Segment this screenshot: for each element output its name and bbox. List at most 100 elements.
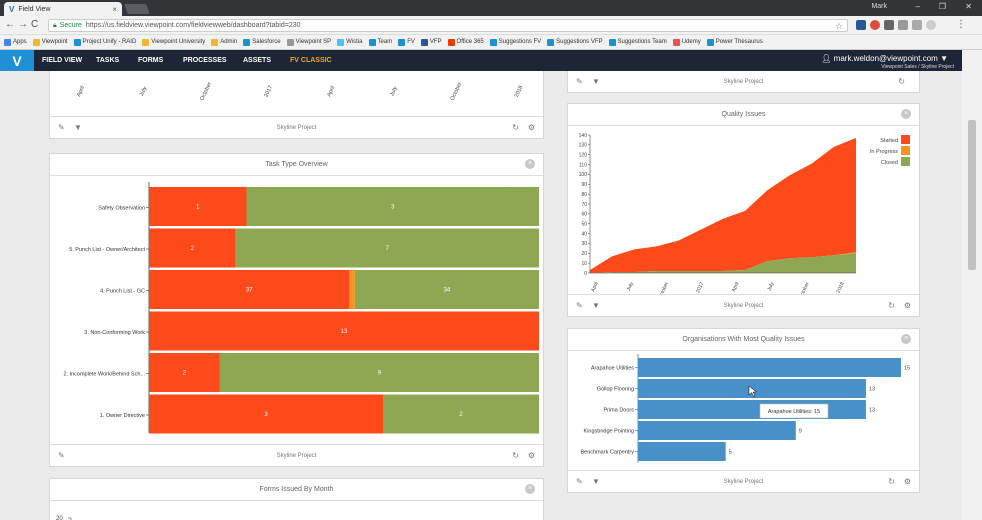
refresh-icon[interactable]: ↻ <box>888 301 895 310</box>
extension-icon[interactable] <box>898 20 908 30</box>
x-tick-label: 2017 <box>264 85 275 99</box>
bookmark-label: Udemy <box>681 39 701 45</box>
bar <box>638 358 901 377</box>
extension-icon[interactable] <box>912 20 922 30</box>
bookmark-label: Suggestions FV <box>498 39 542 45</box>
bookmark-item[interactable]: Team <box>368 38 392 46</box>
top-left-axis: April July October 2017 April July October 2018 <box>76 81 525 101</box>
browser-tab[interactable]: V Field View × <box>4 2 122 16</box>
window-close-icon[interactable]: ✕ <box>965 2 972 11</box>
nav-fv-classic[interactable]: FV CLASSIC <box>290 57 332 64</box>
tab-close-icon[interactable]: × <box>112 4 117 14</box>
browser-tab-bar: V Field View × Mark – ❐ ✕ <box>0 0 982 16</box>
panel-title-bar: Task Type Overview × <box>50 154 543 176</box>
bookmark-item[interactable]: Project Unify - RAID <box>73 38 136 46</box>
bookmark-item[interactable]: Power Thesaurus <box>706 38 763 46</box>
nav-tasks[interactable]: TASKS <box>96 57 120 64</box>
bookmark-icon <box>32 38 40 46</box>
bookmark-item[interactable]: Suggestions VFP <box>547 38 603 46</box>
close-icon[interactable]: × <box>525 484 535 494</box>
restore-icon[interactable]: ❐ <box>938 2 946 11</box>
nav-forms[interactable]: FORMS <box>138 57 164 64</box>
extension-icon[interactable] <box>926 20 936 30</box>
y-tick-label: 50 <box>581 222 587 228</box>
category-label: 2. Incomplete Work/Behind Sch... <box>63 372 145 378</box>
bookmark-icon <box>337 38 345 46</box>
bookmark-icon <box>447 38 455 46</box>
bookmark-label: Apps <box>13 39 27 45</box>
refresh-icon[interactable]: ↻ <box>898 77 905 86</box>
filter-icon[interactable]: ▼ <box>592 77 600 86</box>
nav-field-view[interactable]: FIELD VIEW <box>42 57 83 64</box>
bookmark-item[interactable]: Wistia <box>337 38 363 46</box>
settings-icon[interactable]: ⚙︎ <box>527 123 535 132</box>
x-tick-label: July <box>139 86 149 98</box>
edit-icon[interactable]: ✎ <box>58 451 65 460</box>
nav-processes[interactable]: PROCESSES <box>183 57 227 64</box>
nav-assets[interactable]: ASSETS <box>243 57 272 64</box>
forward-arrow-icon[interactable]: → <box>18 19 28 30</box>
bookmark-item[interactable]: VFP <box>420 38 442 46</box>
bookmark-item[interactable]: Salesforce <box>243 38 281 46</box>
back-arrow-icon[interactable]: ← <box>5 19 15 30</box>
camera-extension-icon[interactable] <box>884 20 894 30</box>
bookmark-star-icon[interactable]: ☆ <box>834 21 843 31</box>
top-right-chart-panel: ✎ ▼ Skyline Project ↻ <box>567 71 920 93</box>
close-icon[interactable]: × <box>525 159 535 169</box>
refresh-icon[interactable]: ↻ <box>888 477 895 486</box>
reload-icon[interactable]: C <box>31 19 39 30</box>
refresh-icon[interactable]: ↻ <box>512 123 519 132</box>
edit-icon[interactable]: ✎ <box>576 301 583 310</box>
y-tick-label: 70 <box>581 202 587 208</box>
bookmark-item[interactable]: Apps <box>4 38 27 46</box>
close-icon[interactable]: × <box>901 109 911 119</box>
settings-icon[interactable]: ⚙︎ <box>903 301 911 310</box>
user-menu[interactable]: 👤︎ mark.weldon@viewpoint.com ▼ <box>821 54 948 63</box>
bookmarks-bar: Apps Viewpoint Project Unify - RAID Viewpoi… <box>0 35 982 50</box>
bookmark-item[interactable]: Viewpoint <box>32 38 68 46</box>
y-tick-label: 130 <box>579 143 588 149</box>
bookmark-icon <box>73 38 81 46</box>
filter-icon[interactable]: ▼ <box>592 477 600 486</box>
settings-icon[interactable]: ⚙︎ <box>527 451 535 460</box>
filter-icon[interactable]: ▼ <box>74 123 82 132</box>
edit-icon[interactable]: ✎ <box>58 123 65 132</box>
new-tab-button[interactable] <box>124 4 150 14</box>
y-tick-label: 110 <box>579 162 587 168</box>
bookmark-item[interactable]: Viewpoint University <box>142 38 205 46</box>
bookmark-item[interactable]: FV <box>398 38 415 46</box>
settings-icon[interactable]: ⚙︎ <box>903 477 911 486</box>
bookmark-item[interactable]: Udemy <box>672 38 701 46</box>
y-tick-label: 140 <box>579 133 588 139</box>
forms-issued-panel: Forms Issued By Month × 20 <box>49 478 544 520</box>
page-scrollbar[interactable] <box>962 50 982 520</box>
bookmark-item[interactable]: Admin <box>211 38 237 46</box>
bookmark-icon <box>672 38 680 46</box>
bar-value-label: 2 <box>191 246 195 252</box>
x-tick-label: 2018 <box>514 85 525 99</box>
panel-title-bar: Organisations With Most Quality Issues × <box>568 329 919 351</box>
panel-footer: ✎ Skyline Project ↻ ⚙︎ <box>50 444 543 466</box>
close-icon[interactable]: × <box>901 334 911 344</box>
filter-icon[interactable]: ▼ <box>592 301 600 310</box>
minimize-icon[interactable]: – <box>915 2 920 11</box>
bookmark-item[interactable]: Suggestions FV <box>489 38 542 46</box>
legend-label: Closed <box>881 160 898 166</box>
edit-icon[interactable]: ✎ <box>576 77 583 86</box>
bookmark-label: VFP <box>429 39 442 45</box>
scrollbar-thumb[interactable] <box>968 120 976 270</box>
viewpoint-logo[interactable]: V <box>0 50 34 71</box>
extension-icon[interactable] <box>870 20 880 30</box>
bookmark-item[interactable]: Office 365 <box>447 38 484 46</box>
refresh-icon[interactable]: ↻ <box>512 451 519 460</box>
x-tick-label: April <box>731 281 741 293</box>
url-input[interactable]: 🔒︎ Secure https://us.fieldview.viewpoint… <box>48 19 848 32</box>
bookmark-icon <box>4 38 11 46</box>
bookmark-item[interactable]: Viewpoint SP <box>286 38 331 46</box>
browser-menu-icon[interactable]: ⋮ <box>956 19 966 30</box>
bookmark-item[interactable]: Suggestions Team <box>608 38 667 46</box>
bar-segment <box>149 311 539 351</box>
edit-icon[interactable]: ✎ <box>576 477 583 486</box>
y-tick-label: 40 <box>581 231 587 237</box>
extension-icon[interactable] <box>856 20 866 30</box>
